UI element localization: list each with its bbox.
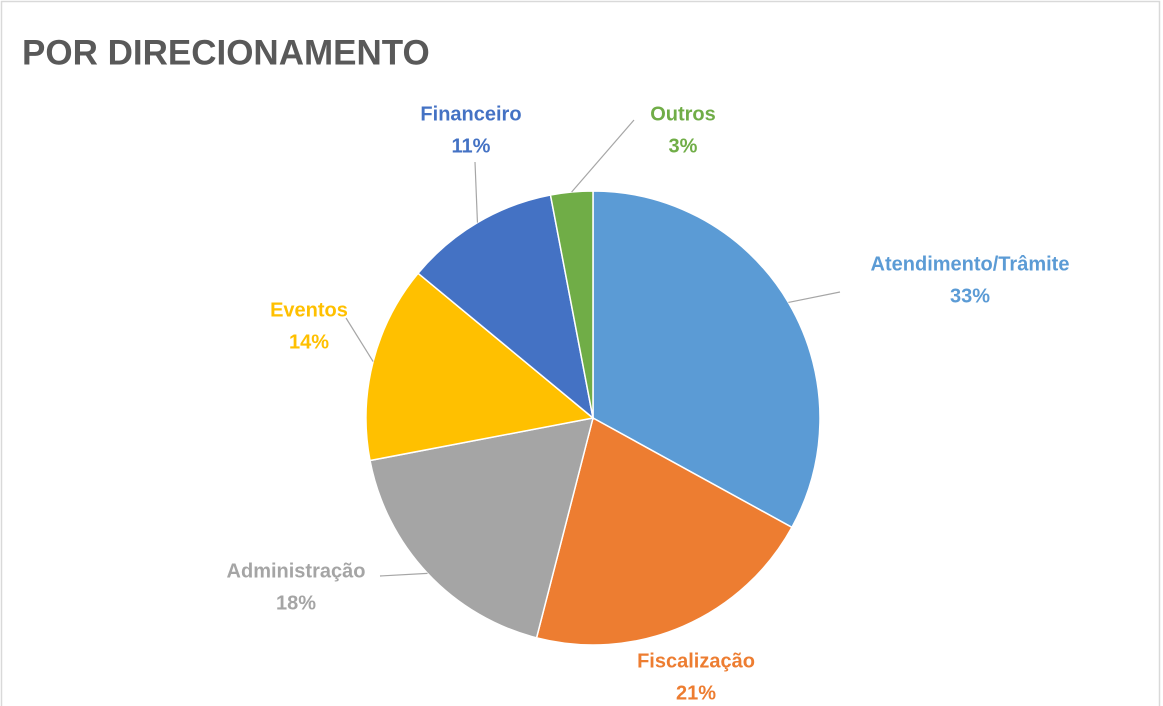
data-label-name: Financeiro xyxy=(420,103,521,125)
data-label-name: Fiscalização xyxy=(637,650,755,672)
leader-line xyxy=(571,119,635,193)
leader-line xyxy=(788,291,841,304)
chart-title: POR DIRECIONAMENTO xyxy=(22,33,430,72)
data-label-value: 18% xyxy=(276,592,316,614)
pie-slice xyxy=(417,194,595,420)
pie-slice xyxy=(369,417,595,639)
data-label-value: 14% xyxy=(289,331,329,353)
data-label-name: Administração xyxy=(227,560,366,582)
data-label-name: Eventos xyxy=(270,299,348,321)
data-label-value: 21% xyxy=(676,682,716,704)
pie-slice xyxy=(549,190,594,419)
data-label-value: 3% xyxy=(669,135,698,157)
data-label-value: 33% xyxy=(950,285,990,307)
data-label-value: 11% xyxy=(452,135,491,157)
leader-line xyxy=(474,161,479,223)
data-label-name: Outros xyxy=(650,103,716,125)
leader-line xyxy=(379,572,428,577)
pie-slice xyxy=(365,272,595,462)
pie-slice xyxy=(535,416,793,646)
data-label-name: Atendimento/Trâmite xyxy=(871,253,1070,275)
leader-line xyxy=(345,317,374,362)
